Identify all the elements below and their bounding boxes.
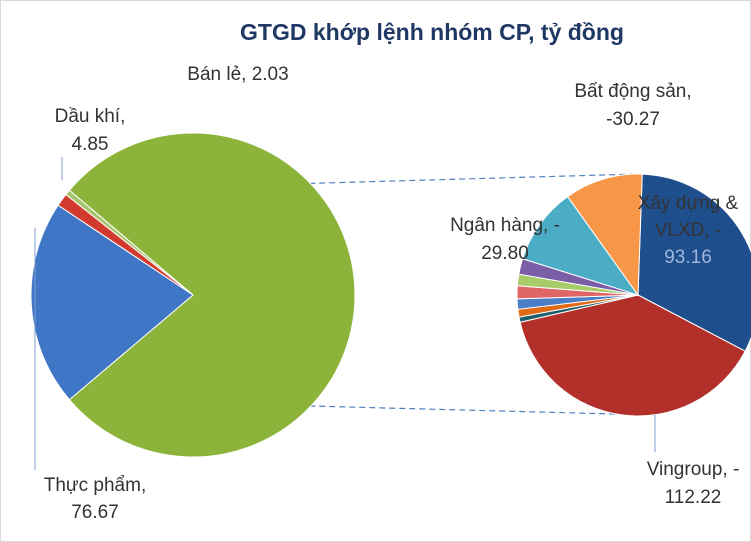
data-label: VLXD, - (655, 220, 722, 241)
data-label: Bán lẻ, 2.03 (187, 64, 288, 85)
pie-slice (519, 294, 746, 417)
data-label: -30.27 (606, 109, 660, 130)
pie-slice (566, 173, 643, 297)
data-label: 93.16 (664, 247, 712, 268)
data-label: 112.22 (665, 487, 722, 508)
data-label: Thực phẩm, (44, 475, 146, 496)
data-label: Dầu khí, (55, 106, 126, 127)
data-label: 29.80 (481, 243, 529, 264)
pie-slice-other (68, 132, 356, 458)
data-label: Xây dựng & (638, 193, 739, 214)
chart-title: GTGD khớp lệnh nhóm CP, tỷ đồng (240, 19, 624, 45)
pie-slice (637, 173, 751, 352)
data-label: 4.85 (72, 134, 109, 155)
pie-slice (30, 204, 194, 401)
data-label: Vingroup, - (647, 459, 740, 480)
data-label: Bất động sản, (574, 81, 691, 102)
data-label: 76.67 (71, 502, 119, 523)
pie-slice (521, 195, 640, 296)
data-label: Ngân hàng, - (450, 215, 560, 236)
pie-slice (65, 189, 194, 296)
connector-line (69, 399, 654, 416)
